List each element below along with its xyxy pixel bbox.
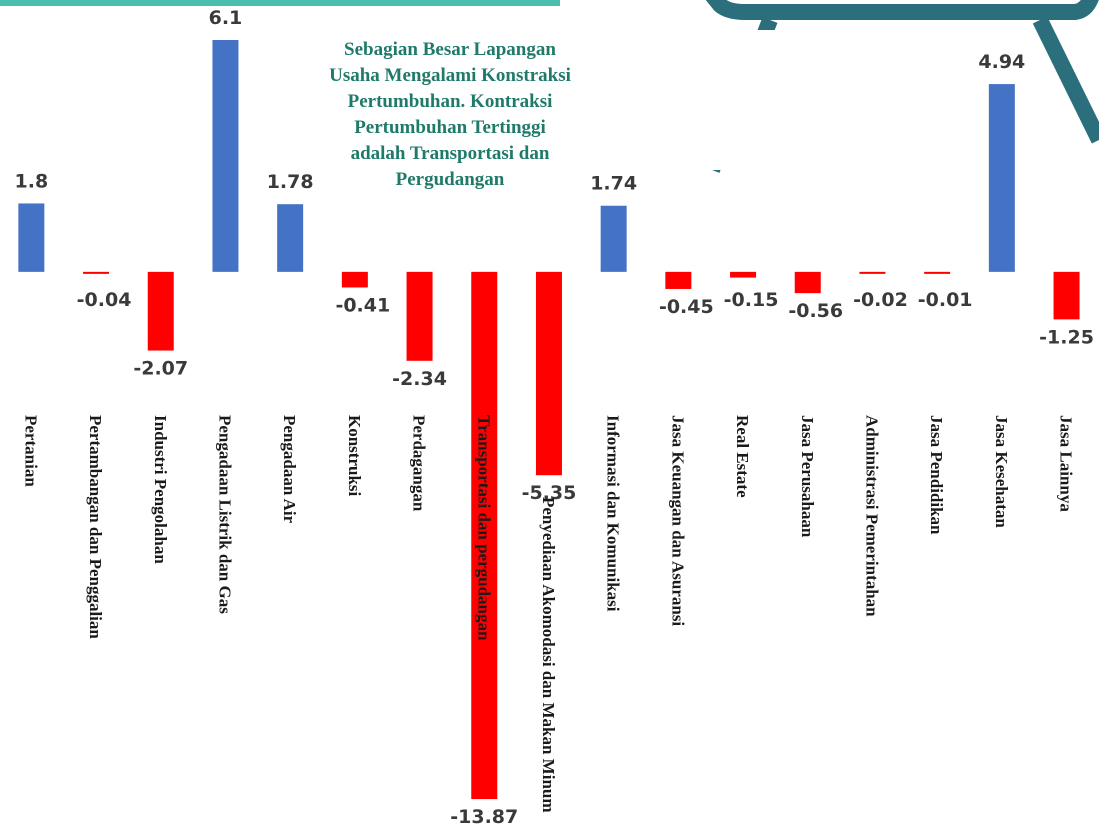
annotation-line: Usaha Mengalami Konstraksi bbox=[329, 65, 571, 86]
bar bbox=[406, 271, 433, 361]
bar bbox=[988, 84, 1015, 272]
bar bbox=[730, 271, 757, 278]
x-tick-label: Pertambangan dan Penggalian bbox=[86, 415, 105, 639]
value-label: -13.87 bbox=[450, 806, 518, 828]
bar bbox=[859, 271, 886, 274]
value-label: -0.04 bbox=[77, 289, 132, 311]
x-tick-label: Jasa Perusahaan bbox=[798, 415, 817, 538]
x-tick-label: Pertanian bbox=[21, 415, 40, 487]
bar bbox=[794, 271, 821, 294]
bar bbox=[147, 271, 174, 351]
value-label: -0.02 bbox=[853, 289, 908, 311]
value-label: -0.41 bbox=[335, 294, 390, 316]
x-tick-label: Penyediaan Akomodasi dan Makan Minum bbox=[539, 497, 558, 813]
value-label: 1.78 bbox=[267, 171, 314, 193]
annotation: Sebagian Besar Lapangan Usaha Mengalami K… bbox=[329, 39, 571, 190]
annotation-line: Pergudangan bbox=[396, 169, 505, 190]
x-tick-label: Jasa Keuangan dan Asuransi bbox=[668, 415, 687, 626]
value-label: -1.25 bbox=[1039, 326, 1094, 348]
x-tick-label: Pengadaan Air bbox=[280, 415, 299, 524]
bar bbox=[924, 271, 951, 274]
bar bbox=[535, 271, 562, 476]
top-band bbox=[0, 0, 560, 6]
value-label: -2.34 bbox=[392, 368, 447, 390]
bar bbox=[600, 205, 627, 272]
annotation-line: Pertumbuhan Tertinggi bbox=[354, 117, 546, 138]
bar bbox=[18, 203, 45, 272]
value-label: 6.1 bbox=[209, 7, 243, 29]
value-label: -0.56 bbox=[788, 300, 843, 322]
annotation-line: adalah Transportasi dan bbox=[351, 143, 550, 164]
value-label: -0.01 bbox=[918, 289, 973, 311]
value-label: 1.8 bbox=[15, 170, 49, 192]
annotation-line: Pertumbuhan. Kontraksi bbox=[348, 91, 553, 112]
value-label: -2.07 bbox=[133, 358, 188, 380]
value-label: -0.45 bbox=[659, 296, 714, 318]
value-label: 1.74 bbox=[590, 173, 637, 195]
x-tick-label: Jasa Pendidikan bbox=[927, 415, 946, 535]
annotation-line: Sebagian Besar Lapangan bbox=[344, 39, 556, 60]
value-label: -0.15 bbox=[724, 289, 779, 311]
frame-mask bbox=[700, 30, 1030, 170]
x-tick-label: Pengadaan Listrik dan Gas bbox=[215, 415, 234, 614]
x-tick-label: Real Estate bbox=[733, 415, 752, 498]
bar bbox=[212, 40, 239, 272]
value-label: -5.35 bbox=[522, 482, 577, 504]
bar bbox=[471, 271, 498, 800]
x-tick-label: Administrasi Pemerintahan bbox=[862, 415, 881, 617]
x-tick-label: Konstruksi bbox=[345, 415, 364, 497]
value-label: 4.94 bbox=[978, 51, 1025, 73]
bar bbox=[665, 271, 692, 289]
x-tick-label: Transportasi dan pergudangan bbox=[474, 415, 493, 641]
bar bbox=[341, 271, 368, 288]
bar bbox=[277, 204, 304, 272]
x-tick-label: Jasa Lainnya bbox=[1057, 415, 1076, 512]
bar bbox=[1053, 271, 1080, 320]
bar bbox=[83, 271, 110, 274]
x-tick-label: Jasa Kesehatan bbox=[992, 415, 1011, 528]
x-tick-label: Industri Pengolahan bbox=[151, 415, 170, 564]
x-tick-label: Perdagangan bbox=[410, 415, 429, 512]
x-tick-label: Informasi dan Komunikasi bbox=[604, 415, 623, 612]
